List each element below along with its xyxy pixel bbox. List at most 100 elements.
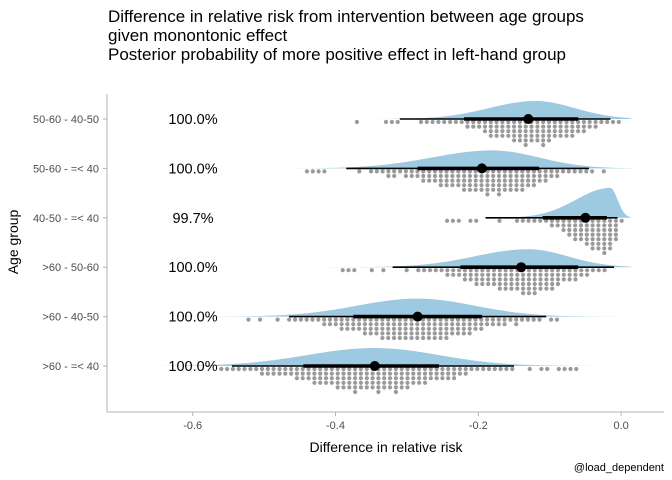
- dot: [455, 326, 461, 331]
- dot: [248, 366, 253, 372]
- dot: [538, 272, 543, 277]
- dot: [567, 227, 572, 233]
- dot: [552, 133, 557, 138]
- dot: [535, 129, 540, 134]
- group-row: >60 - =< 40 100.0%: [42, 348, 632, 395]
- dot: [219, 366, 224, 372]
- dot: [488, 129, 493, 134]
- dot: [497, 281, 502, 287]
- dot: [509, 272, 514, 277]
- dot: [417, 371, 422, 376]
- dot: [442, 119, 447, 125]
- dot: [608, 241, 613, 246]
- dot: [555, 169, 560, 174]
- dot: [486, 366, 492, 372]
- dot: [426, 317, 431, 322]
- dot: [532, 277, 537, 282]
- dot: [457, 268, 462, 273]
- dot: [546, 133, 552, 138]
- dot: [455, 331, 461, 336]
- dot: [567, 218, 572, 223]
- dot: [450, 218, 455, 223]
- dot: [347, 376, 352, 381]
- dot: [473, 326, 478, 331]
- dot: [486, 272, 491, 277]
- dot: [529, 138, 534, 143]
- dot: [467, 331, 472, 336]
- dot: [561, 277, 566, 282]
- density-area: [164, 249, 632, 268]
- dot: [491, 281, 497, 287]
- dot: [444, 178, 449, 183]
- dot: [613, 237, 619, 242]
- dot: [294, 366, 299, 372]
- dot: [494, 129, 499, 134]
- dot: [389, 119, 394, 125]
- probability-label: 100.0%: [168, 161, 217, 177]
- dot: [497, 218, 502, 223]
- dot: [546, 124, 552, 129]
- dot: [461, 331, 466, 336]
- dot: [532, 286, 537, 291]
- dot: [391, 335, 397, 341]
- dot: [403, 322, 408, 327]
- dot: [393, 376, 398, 381]
- dot: [480, 268, 485, 273]
- dot: [520, 187, 525, 192]
- dot: [386, 169, 391, 174]
- dot: [590, 246, 595, 251]
- dot: [538, 286, 543, 291]
- dot: [428, 366, 433, 372]
- dot: [380, 317, 385, 322]
- dot: [271, 371, 276, 376]
- chart-title: Difference in relative risk from interve…: [108, 7, 584, 64]
- dot: [434, 371, 439, 376]
- dot: [491, 178, 496, 183]
- dot: [496, 187, 502, 192]
- dot: [376, 380, 381, 385]
- dot: [446, 376, 451, 381]
- dot: [341, 385, 346, 390]
- plot-area: 50-60 - 40-50 100.0% 50-60 - =< 40 100.0% 40…: [33, 101, 632, 395]
- dot: [546, 138, 552, 143]
- dot: [456, 178, 461, 183]
- probability-label: 100.0%: [168, 310, 217, 326]
- dot: [511, 133, 517, 138]
- dot: [492, 366, 497, 372]
- dot: [596, 246, 601, 251]
- dot: [329, 380, 334, 385]
- dot: [555, 281, 561, 287]
- dot: [502, 178, 507, 183]
- dot: [539, 366, 544, 372]
- dot: [381, 268, 386, 273]
- dot: [462, 183, 467, 188]
- dot: [386, 331, 391, 336]
- dot: [494, 119, 499, 125]
- dot: [404, 268, 409, 273]
- dot: [544, 272, 549, 277]
- dot: [590, 241, 595, 246]
- dot: [497, 272, 502, 277]
- probability-label: 100.0%: [168, 359, 217, 375]
- dot: [526, 178, 531, 183]
- dot: [409, 169, 414, 174]
- dot: [318, 366, 323, 372]
- dot: [352, 268, 357, 273]
- y-tick-label: >60 - =< 40: [42, 361, 99, 373]
- dot: [526, 268, 532, 273]
- dot: [602, 218, 607, 223]
- dot: [436, 119, 441, 125]
- dot: [485, 192, 490, 197]
- dot: [566, 169, 571, 174]
- dot: [427, 268, 433, 273]
- dot: [300, 371, 305, 376]
- density-area: [164, 298, 632, 317]
- dot: [391, 326, 397, 331]
- dot: [517, 133, 523, 138]
- dot: [374, 169, 379, 174]
- dot: [602, 227, 607, 233]
- dot: [426, 331, 431, 336]
- dot: [432, 331, 437, 336]
- dot: [403, 317, 408, 322]
- dot: [432, 322, 437, 327]
